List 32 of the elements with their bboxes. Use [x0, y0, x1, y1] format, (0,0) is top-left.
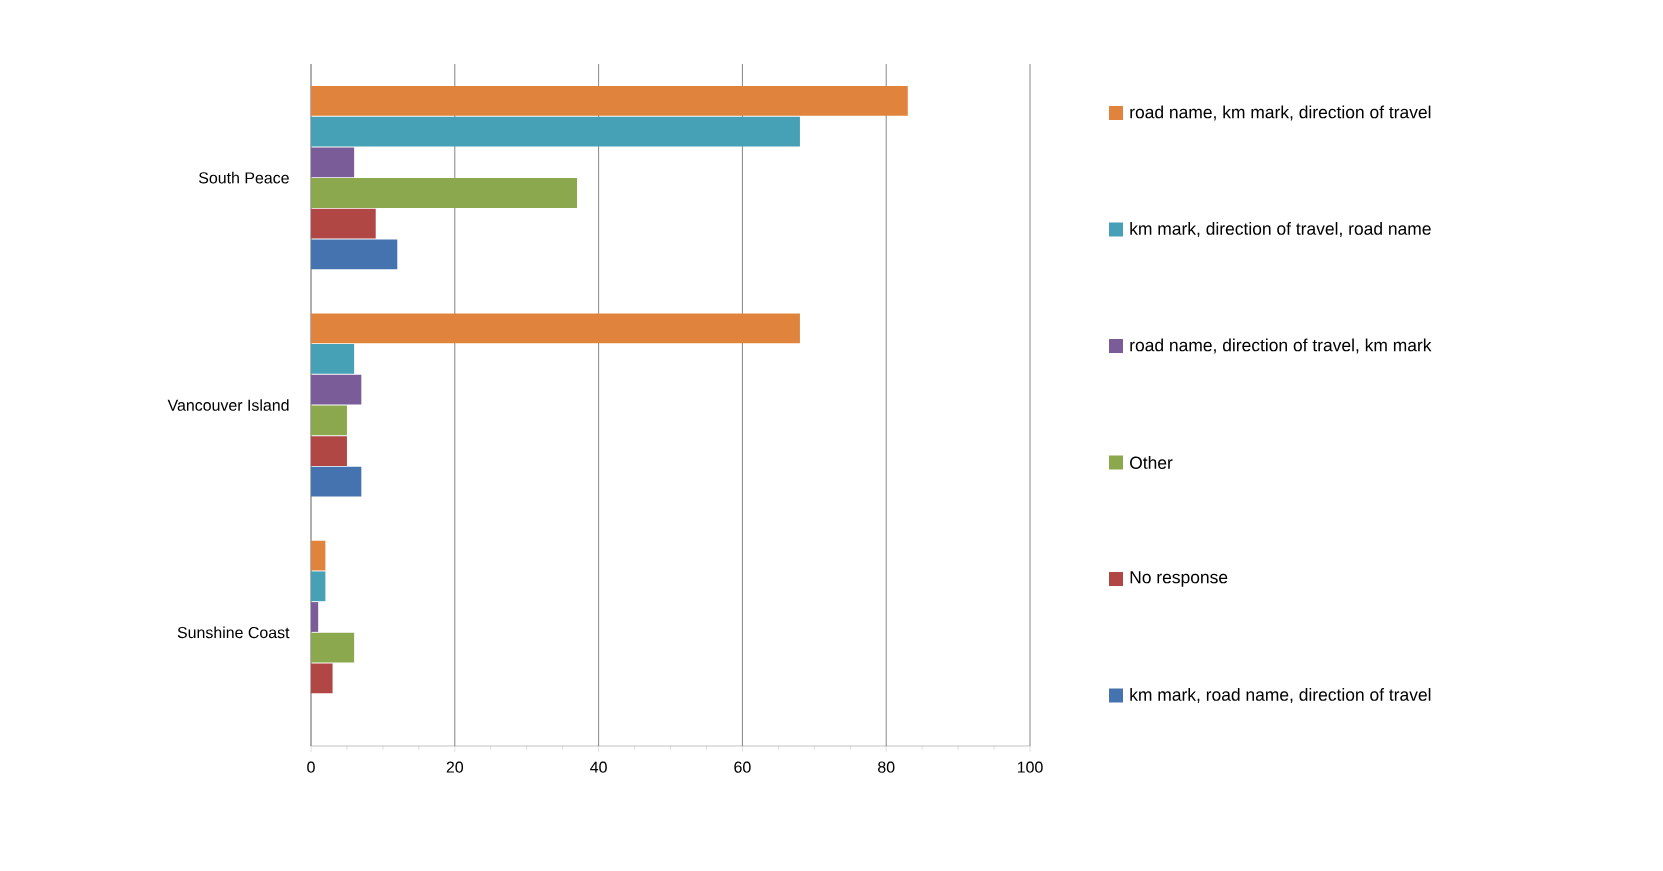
bar — [311, 178, 578, 208]
bar — [311, 571, 326, 602]
bar — [311, 239, 398, 270]
bar — [311, 116, 800, 147]
x-tick-label: 80 — [878, 761, 895, 773]
x-tick-label: 20 — [446, 761, 464, 773]
bar — [311, 540, 326, 571]
legend-label: road name, direction of travel, km mark — [1130, 338, 1432, 354]
bar — [311, 147, 355, 178]
bar — [311, 405, 347, 436]
bar — [311, 208, 376, 239]
y-tick-label: Sunshine Coast — [177, 626, 290, 639]
x-tick-label: 0 — [307, 761, 315, 773]
x-tick-label: 100 — [1017, 761, 1043, 773]
legend-label: km mark, road name, direction of travel — [1130, 688, 1431, 703]
bar — [311, 313, 800, 344]
legend-label: Other — [1130, 456, 1173, 469]
y-tick-label: South Peace — [198, 171, 289, 184]
bar — [311, 602, 319, 632]
x-tick-label: 40 — [590, 761, 607, 773]
bar — [311, 466, 362, 497]
bar — [311, 344, 355, 374]
legend-label: No response — [1130, 571, 1228, 587]
bar — [311, 86, 908, 116]
legend-label: road name, km mark, direction of travel — [1130, 105, 1431, 121]
bar — [311, 663, 333, 694]
y-tick-label: Vancouver Island — [167, 399, 289, 411]
x-tick-label: 60 — [734, 761, 751, 773]
bar — [311, 374, 362, 405]
bar — [311, 632, 355, 663]
legend-label: km mark, direction of travel, road name — [1130, 222, 1431, 237]
bar — [311, 436, 347, 466]
